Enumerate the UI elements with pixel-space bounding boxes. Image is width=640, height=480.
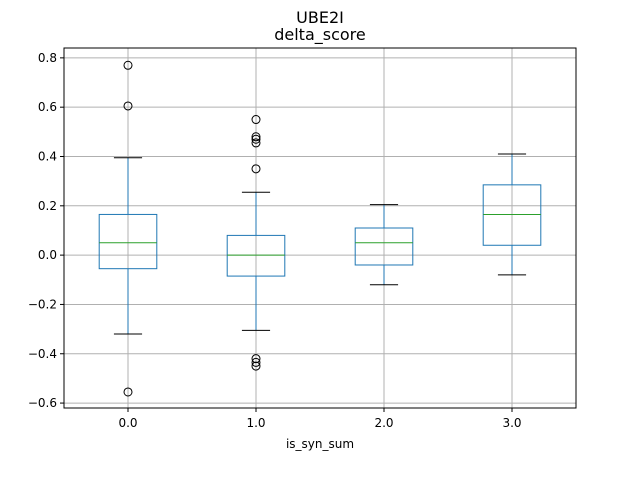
- outlier-point: [251, 164, 261, 174]
- x-axis-label: is_syn_sum: [286, 437, 354, 451]
- iqr-box: [226, 234, 286, 277]
- grid-lines: [64, 48, 576, 408]
- iqr-box: [98, 213, 158, 270]
- outlier-point: [251, 138, 261, 148]
- x-axis: 0.0 1.0 2.0 3.0: [118, 408, 522, 430]
- plot-frame: [63, 47, 577, 409]
- iqr-box: [482, 184, 542, 246]
- x-tick-label: 0.0: [118, 416, 137, 430]
- outlier-point: [251, 361, 261, 371]
- x-tick-label: 3.0: [502, 416, 521, 430]
- boxes-layer: [98, 60, 542, 397]
- chart-suptitle: UBE2I: [296, 8, 344, 27]
- box-group-2.0: [354, 204, 414, 286]
- outlier-point: [251, 115, 261, 125]
- y-tick-label: 0.8: [38, 51, 57, 65]
- y-tick-label: 0.0: [38, 248, 57, 262]
- y-tick-label: 0.6: [38, 100, 57, 114]
- outlier-point: [123, 60, 133, 70]
- outlier-point: [123, 387, 133, 397]
- outlier-point: [251, 354, 261, 364]
- outlier-point: [251, 134, 261, 144]
- outlier-point: [123, 101, 133, 111]
- y-tick-label: −0.2: [28, 297, 57, 311]
- y-tick-label: 0.4: [38, 149, 57, 163]
- outlier-point: [251, 132, 261, 142]
- outlier-point: [251, 357, 261, 367]
- x-tick-label: 2.0: [374, 416, 393, 430]
- y-tick-label: 0.2: [38, 199, 57, 213]
- chart-title: delta_score: [274, 25, 366, 45]
- y-axis: −0.6 −0.4 −0.2 0.0 0.2 0.4 0.6 0.8: [28, 51, 64, 410]
- y-tick-label: −0.4: [28, 347, 57, 361]
- box-group-0.0: [98, 60, 158, 397]
- x-tick-label: 1.0: [246, 416, 265, 430]
- box-group-1.0: [226, 115, 286, 371]
- iqr-box: [354, 227, 414, 266]
- y-tick-label: −0.6: [28, 396, 57, 410]
- box-group-3.0: [482, 153, 542, 276]
